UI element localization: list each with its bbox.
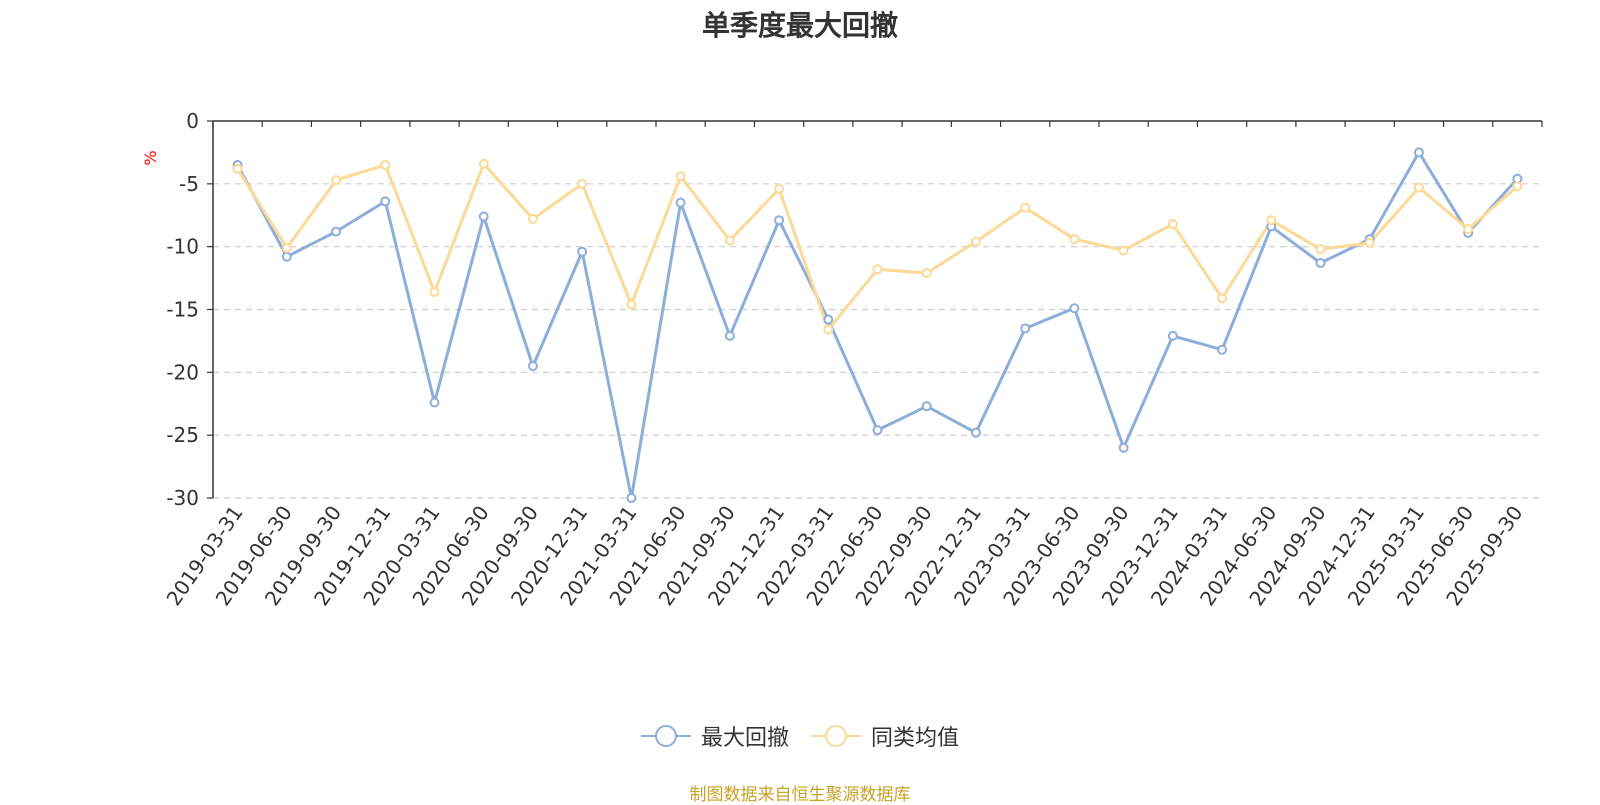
y-tick-label: 0: [186, 109, 199, 133]
data-point[interactable]: [1167, 330, 1178, 341]
data-point[interactable]: [1364, 237, 1375, 248]
data-point[interactable]: [331, 175, 342, 186]
series-lines: [236, 150, 1519, 500]
data-point[interactable]: [380, 159, 391, 170]
axes: [207, 120, 1543, 499]
data-point[interactable]: [872, 425, 883, 436]
chart-title: 单季度最大回撤: [701, 9, 898, 42]
data-point[interactable]: [527, 214, 538, 225]
data-point[interactable]: [774, 183, 785, 194]
data-point[interactable]: [675, 171, 686, 182]
y-axis-label: %: [141, 150, 160, 165]
data-point[interactable]: [478, 211, 489, 222]
data-point[interactable]: [281, 251, 292, 262]
data-point[interactable]: [380, 196, 391, 207]
data-point[interactable]: [331, 226, 342, 237]
legend-item-2[interactable]: 同类均值: [811, 720, 959, 752]
data-point[interactable]: [1413, 182, 1424, 193]
data-point[interactable]: [1167, 219, 1178, 230]
data-point[interactable]: [1069, 303, 1080, 314]
data-point[interactable]: [724, 235, 735, 246]
data-point[interactable]: [1069, 234, 1080, 245]
data-point[interactable]: [1266, 215, 1277, 226]
series-points: [232, 147, 1523, 503]
data-point[interactable]: [1315, 244, 1326, 255]
data-point[interactable]: [429, 286, 440, 297]
data-point[interactable]: [1020, 202, 1031, 213]
data-point[interactable]: [281, 242, 292, 253]
data-point[interactable]: [1217, 344, 1228, 355]
data-point[interactable]: [527, 361, 538, 372]
y-tick-label: -30: [166, 486, 199, 510]
data-point[interactable]: [1217, 293, 1228, 304]
data-point[interactable]: [823, 314, 834, 325]
data-point[interactable]: [1020, 323, 1031, 334]
legend-label: 最大回撤: [700, 726, 789, 751]
data-point[interactable]: [626, 299, 637, 310]
data-point[interactable]: [1463, 224, 1474, 235]
data-point[interactable]: [577, 246, 588, 257]
data-point[interactable]: [1118, 245, 1129, 256]
legend-line-marker-icon: [811, 725, 861, 747]
legend-line-marker-icon: [640, 725, 691, 747]
data-point[interactable]: [921, 268, 932, 279]
data-point[interactable]: [774, 215, 785, 226]
data-point[interactable]: [232, 163, 243, 174]
y-tick-labels: 0 -5 -10 -15 -20 -25 -30: [166, 109, 199, 510]
y-tick-label: -15: [166, 298, 199, 322]
data-point[interactable]: [970, 236, 981, 247]
data-point[interactable]: [1512, 181, 1523, 192]
legend-item-1[interactable]: 最大回撤: [640, 720, 789, 752]
data-point[interactable]: [724, 330, 735, 341]
data-point[interactable]: [823, 324, 834, 335]
data-point[interactable]: [970, 427, 981, 438]
series-line-1: [236, 150, 1519, 500]
data-point[interactable]: [921, 401, 932, 412]
data-point[interactable]: [675, 197, 686, 208]
y-tick-label: -25: [166, 423, 199, 447]
legend: 最大回撤 同类均值: [0, 720, 1600, 752]
y-tick-label: -10: [166, 235, 199, 259]
data-point[interactable]: [1413, 147, 1424, 158]
data-source-note: 制图数据来自恒生聚源数据库: [689, 785, 911, 805]
y-tick-label: -20: [166, 360, 199, 384]
y-tick-label: -5: [179, 172, 199, 196]
data-point[interactable]: [872, 264, 883, 275]
data-point[interactable]: [1315, 258, 1326, 269]
legend-label: 同类均值: [871, 726, 960, 751]
x-tick-labels: 2019-03-312019-06-302019-09-302019-12-31…: [161, 501, 1527, 610]
data-point[interactable]: [626, 493, 637, 503]
data-point[interactable]: [1118, 442, 1129, 453]
data-point[interactable]: [478, 158, 489, 169]
data-point[interactable]: [429, 397, 440, 408]
data-point[interactable]: [577, 178, 588, 189]
grid-lines: [213, 183, 1542, 499]
